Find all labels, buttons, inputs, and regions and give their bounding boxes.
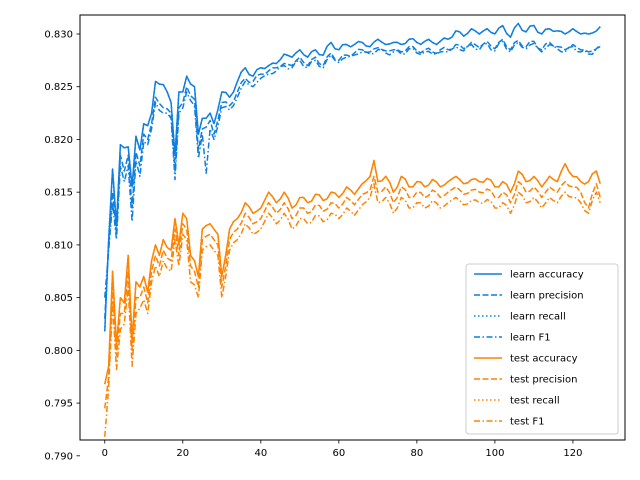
series-layer	[104, 22, 601, 437]
legend-label-learn-recall: learn recall	[510, 312, 566, 323]
y-tick-label: 0.825	[44, 82, 73, 93]
legend: learn accuracy learn precision learn recal…	[465, 263, 619, 435]
legend-label-learn-f1: learn F1	[510, 333, 551, 344]
y-tick-label: 0.795	[44, 399, 73, 410]
y-tick-label: 0.790	[44, 451, 73, 462]
series-line-learn-recall	[104, 22, 601, 332]
y-tick-label: 0.810	[44, 240, 73, 251]
x-tick-label: 40	[254, 448, 267, 459]
legend-label-test-recall: test recall	[510, 396, 560, 407]
y-tick-label: 0.830	[44, 29, 73, 40]
x-tick-label: 100	[485, 448, 504, 459]
legend-label-test-precision: test precision	[510, 375, 578, 386]
legend-label-test-f1: test F1	[510, 417, 545, 428]
y-tick-label: 0.820	[44, 135, 73, 146]
legend-label-test-accuracy: test accuracy	[510, 354, 578, 365]
x-axis: 0 20 40 60 80 100 120	[102, 440, 582, 459]
x-tick-label: 20	[176, 448, 189, 459]
y-tick-label: 0.800	[44, 346, 73, 357]
legend-box	[465, 263, 619, 435]
series-line-test-f1	[104, 182, 601, 437]
x-tick-label: 60	[332, 448, 345, 459]
x-tick-label: 120	[563, 448, 582, 459]
series-line-learn-precision	[104, 38, 601, 319]
legend-label-learn-accuracy: learn accuracy	[510, 270, 584, 281]
legend-label-learn-precision: learn precision	[510, 291, 584, 302]
series-line-learn-f1	[104, 40, 601, 298]
y-axis: 0.790 0.795 0.800 0.805 0.810 0.815 0.820 0.825…	[44, 29, 80, 462]
series-line-test-precision	[104, 175, 601, 409]
series-line-test-recall	[104, 159, 601, 385]
y-tick-label: 0.805	[44, 293, 73, 304]
y-tick-label: 0.815	[44, 188, 73, 199]
plot-frame	[79, 14, 626, 441]
x-tick-label: 0	[102, 448, 108, 459]
x-tick-label: 80	[411, 448, 424, 459]
